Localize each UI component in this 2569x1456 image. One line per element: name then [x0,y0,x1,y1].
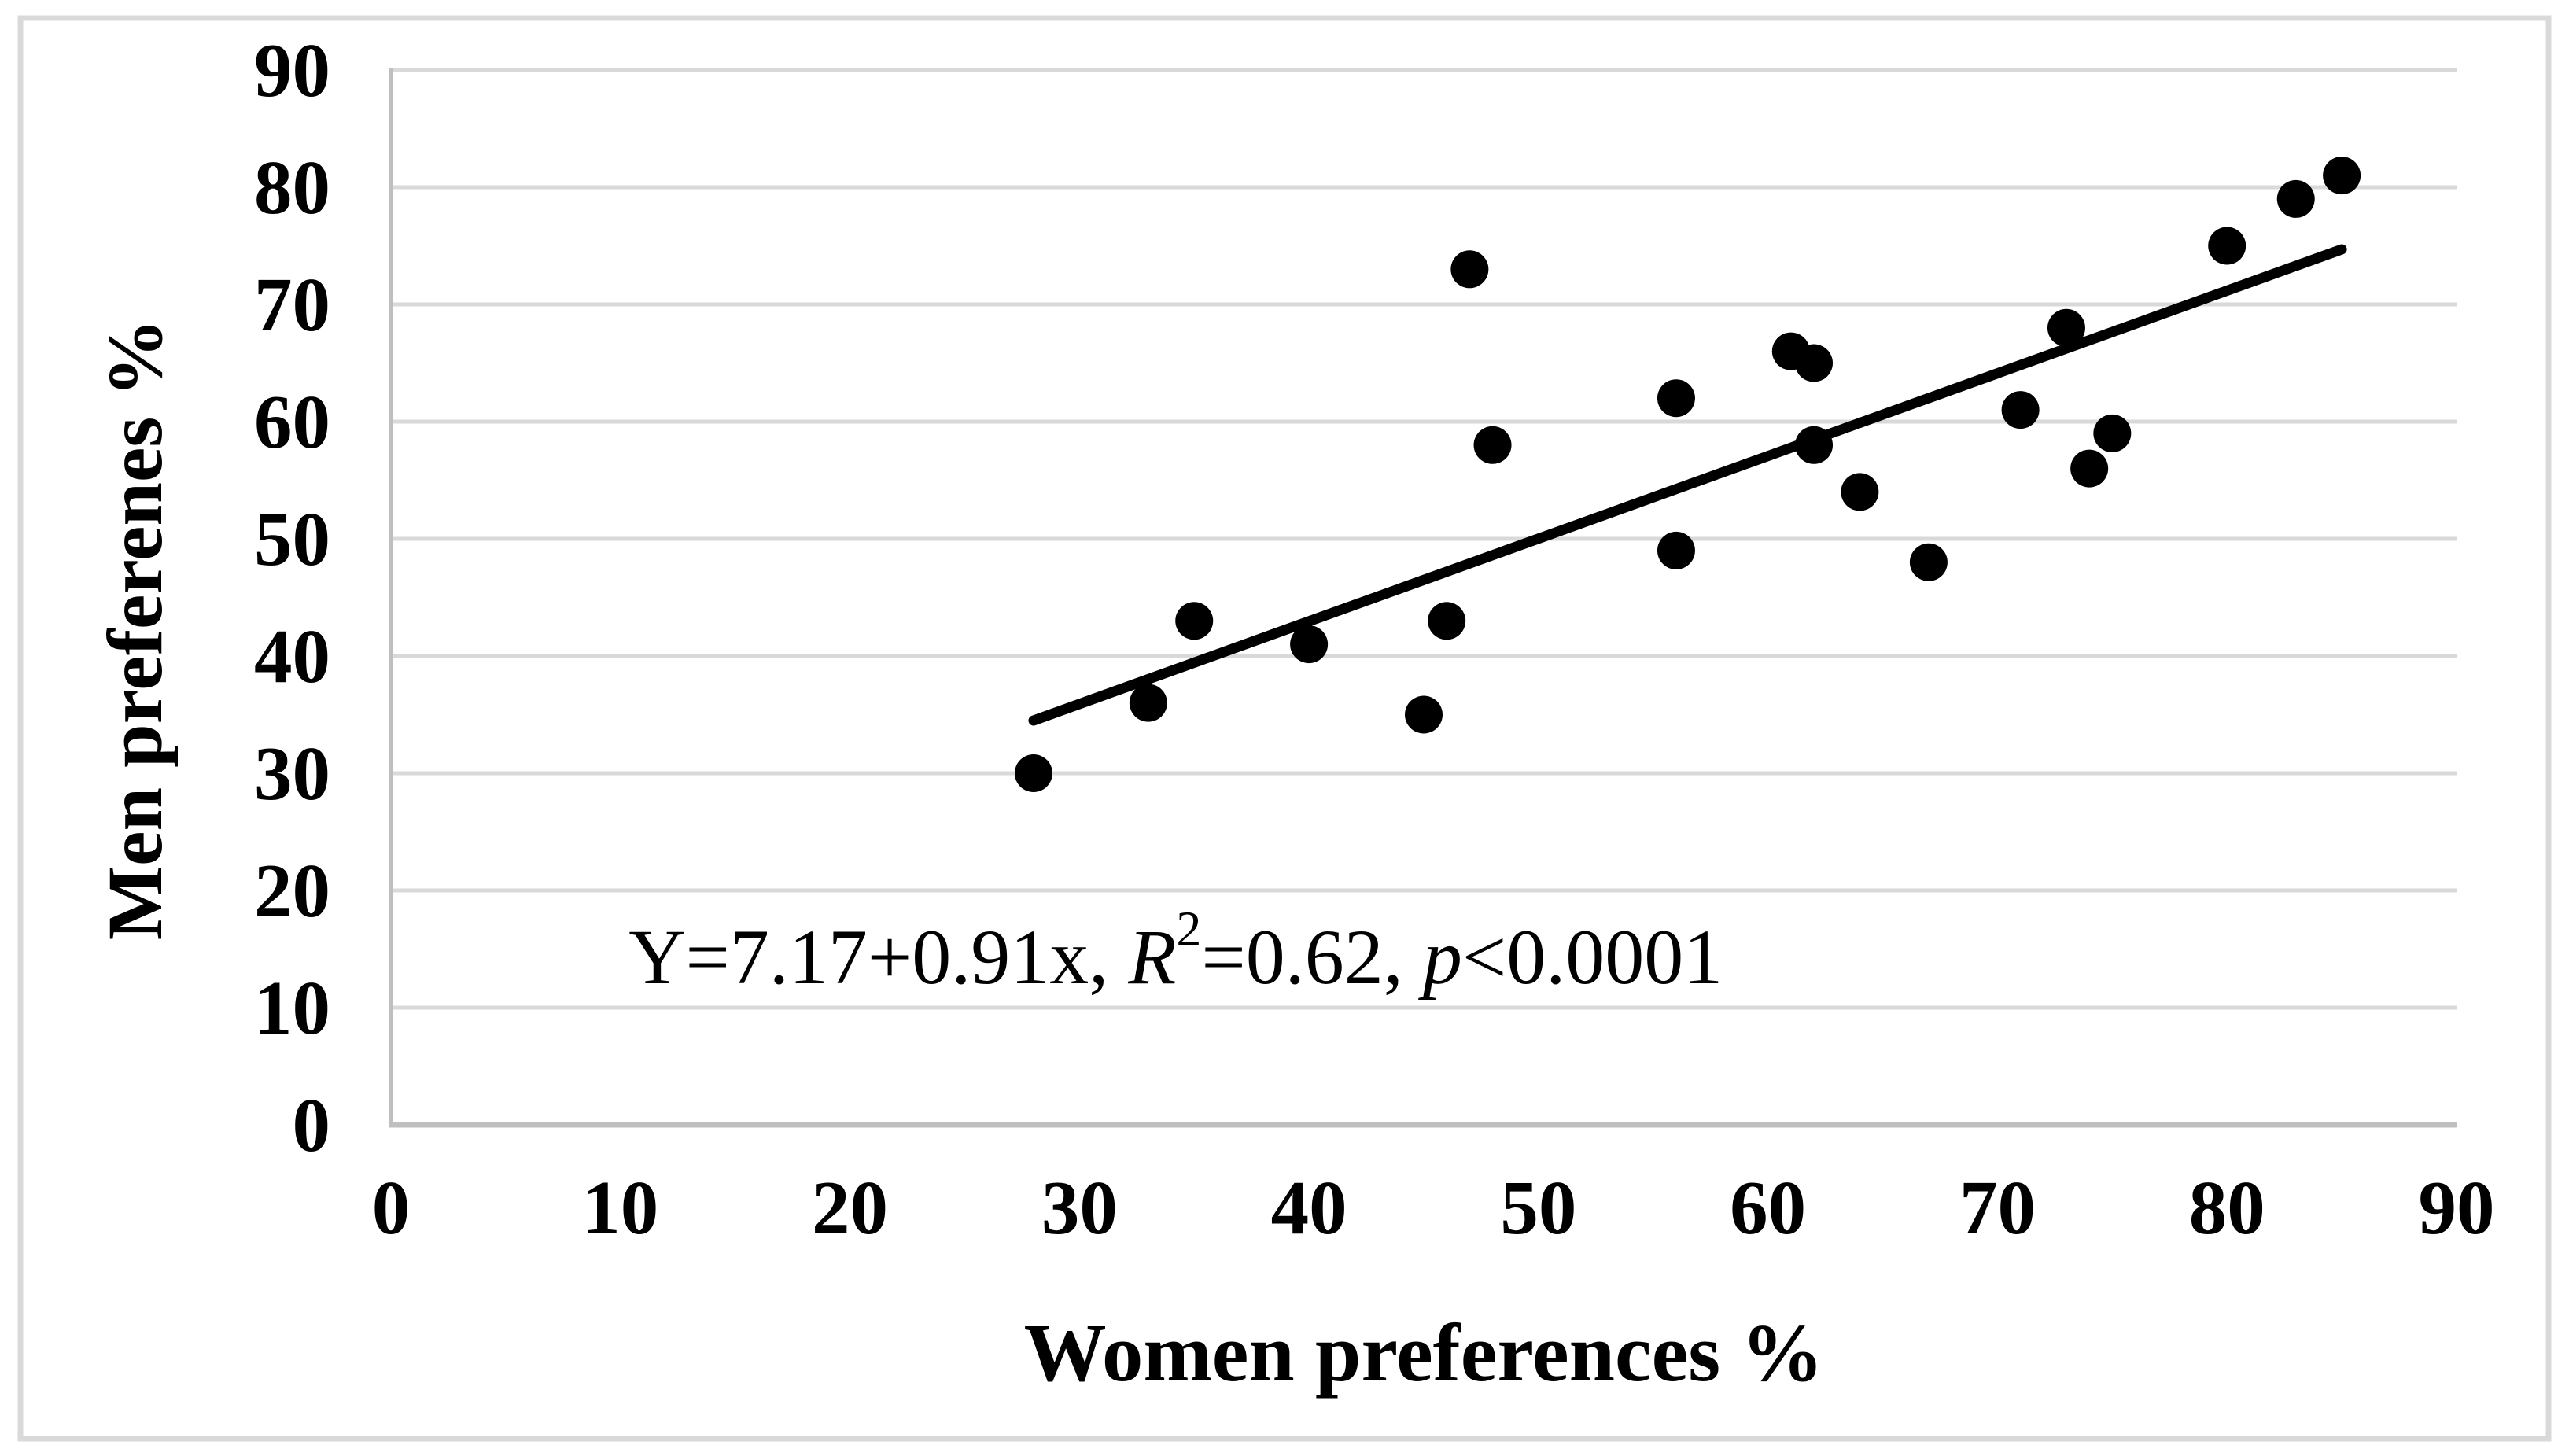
x-tick-label: 10 [582,1166,658,1250]
x-axis-tick-labels: 0 10 20 30 40 50 60 70 80 90 [372,1166,2495,1250]
data-point [1405,695,1443,734]
y-tick-label: 20 [254,849,330,933]
y-tick-label: 0 [293,1083,331,1167]
data-point [1428,602,1466,640]
x-tick-label: 30 [1041,1166,1118,1250]
x-tick-label: 40 [1271,1166,1347,1250]
annotation-equation: Y=7.17+0.91x, [628,913,1128,1001]
data-point [2047,308,2085,347]
data-point [2323,157,2361,195]
trend-line [1028,244,2347,726]
y-tick-label: 50 [254,497,330,581]
y-tick-label: 10 [254,966,330,1050]
y-tick-label: 80 [254,146,330,230]
data-point [2093,414,2132,452]
data-point [1657,379,1695,418]
x-tick-label: 0 [372,1166,411,1250]
annotation-r-exponent: 2 [1176,901,1201,957]
x-tick-label: 60 [1730,1166,1806,1250]
y-axis-title: Men preferenes % [91,319,179,941]
data-point [1657,531,1695,569]
data-point [2001,391,2040,429]
y-tick-label: 70 [254,263,330,347]
y-tick-label: 30 [254,732,330,816]
data-point [1473,426,1512,464]
data-point [1129,684,1167,722]
data-point [1795,426,1834,464]
data-point [1909,543,1948,581]
annotation-r-symbol: R [1127,913,1176,1001]
y-tick-label: 40 [254,614,330,699]
data-point [1795,344,1834,382]
figure-border [17,15,2552,1442]
x-axis-title: Women preferences % [1024,1307,1824,1399]
annotation-p-symbol: p [1418,913,1462,1001]
x-tick-label: 80 [2189,1166,2265,1250]
data-point [1450,250,1489,289]
y-tick-label: 90 [254,28,330,112]
gridlines [391,68,2457,1010]
data-point [1014,754,1052,792]
annotation-r-value: =0.62, [1201,913,1422,1001]
x-tick-label: 90 [2419,1166,2495,1250]
data-point [1841,473,1879,511]
data-point [2208,227,2246,265]
x-tick-label: 20 [812,1166,888,1250]
x-tick-label: 70 [1959,1166,2036,1250]
scatter-points [1014,157,2361,792]
y-axis-tick-labels: 0 10 20 30 40 50 60 70 80 90 [254,28,330,1167]
annotation-p-value: <0.0001 [1462,913,1723,1001]
x-tick-label: 50 [1500,1166,1576,1250]
data-point [2276,179,2315,218]
y-tick-label: 60 [254,380,330,464]
data-point [1175,602,1214,640]
data-point [2070,449,2109,488]
data-point [1290,625,1329,664]
regression-annotation: Y=7.17+0.91x, R2=0.62, p<0.0001 [494,901,1821,1001]
